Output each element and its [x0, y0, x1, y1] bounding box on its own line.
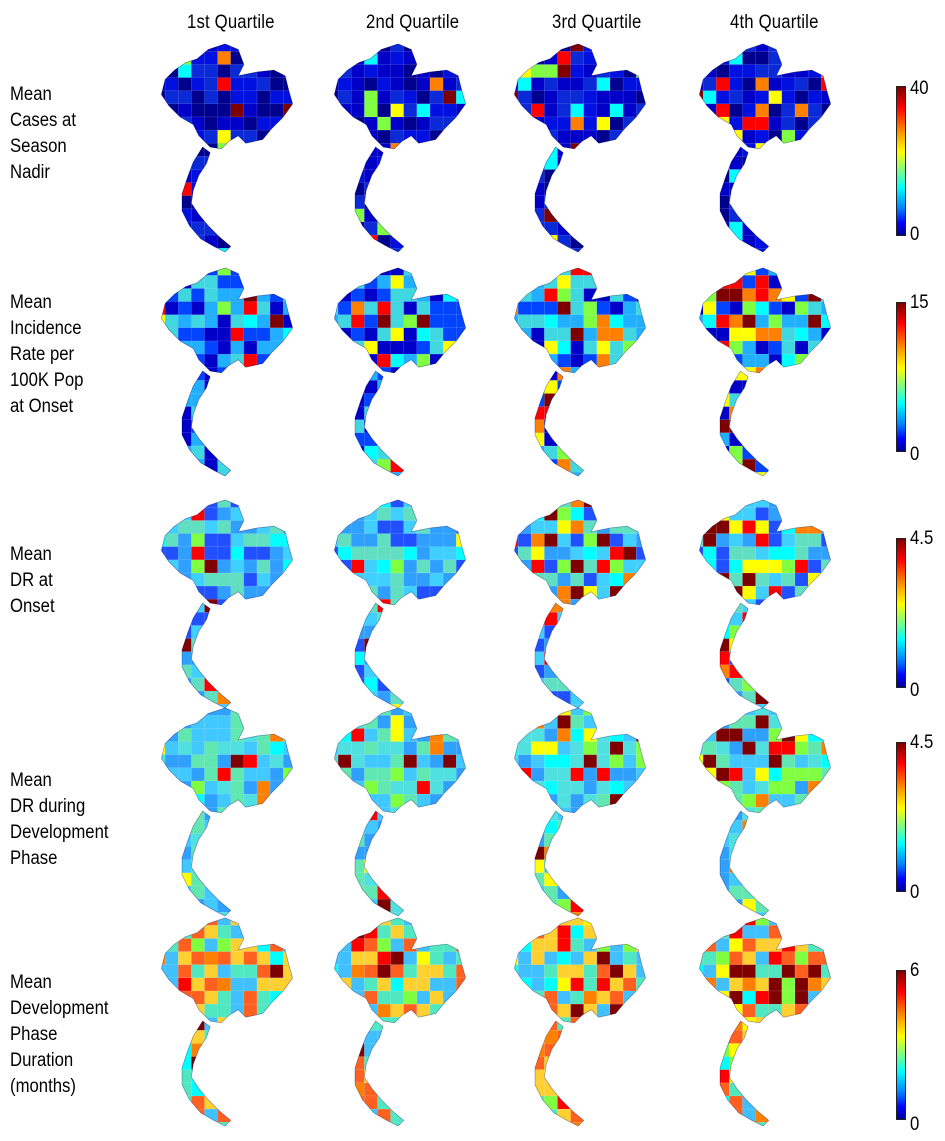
- map-row2-q3: [513, 267, 647, 477]
- map-row5-q2: [333, 917, 467, 1127]
- colorbar-max-label: 6: [910, 960, 920, 981]
- colorbar-max-label: 4.5: [910, 732, 934, 753]
- row-label-nadir-cases: Mean Cases at Season Nadir: [10, 84, 76, 183]
- map-row5-q4: [698, 917, 832, 1127]
- colorbar-max-label: 4.5: [910, 528, 934, 549]
- map-row3-q1: [160, 499, 294, 709]
- map-row2-q4: [698, 267, 832, 477]
- map-row4-q3: [513, 707, 647, 917]
- map-row4-q1: [160, 707, 294, 917]
- column-header-q2: 2nd Quartile: [366, 12, 460, 33]
- colorbar-max-label: 40: [910, 78, 929, 99]
- map-row3-q4: [698, 499, 832, 709]
- map-row1-q3: [513, 43, 647, 253]
- colorbar-nadir-cases: [896, 86, 906, 236]
- column-header-q3: 3rd Quartile: [552, 12, 642, 33]
- map-row4-q4: [698, 707, 832, 917]
- colorbar-max-label: 15: [910, 292, 929, 313]
- map-row5-q1: [160, 917, 294, 1127]
- map-row4-q2: [333, 707, 467, 917]
- colorbar-incidence-onset: [896, 302, 906, 452]
- colorbar-development-duration: [896, 970, 906, 1120]
- row-label-dr-onset: Mean DR at Onset: [10, 544, 55, 617]
- map-row1-q4: [698, 43, 832, 253]
- map-row1-q2: [333, 43, 467, 253]
- map-row5-q3: [513, 917, 647, 1127]
- colorbar-min-label: 0: [910, 444, 920, 465]
- row-label-development-duration: Mean Development Phase Duration (months): [10, 972, 109, 1097]
- row-label-dr-development: Mean DR during Development Phase: [10, 770, 109, 869]
- colorbar-min-label: 0: [910, 680, 920, 701]
- colorbar-dr-development: [896, 742, 906, 892]
- column-header-q1: 1st Quartile: [187, 12, 275, 33]
- map-row2-q2: [333, 267, 467, 477]
- colorbar-min-label: 0: [910, 882, 920, 903]
- column-header-q4: 4th Quartile: [730, 12, 819, 33]
- map-row3-q3: [513, 499, 647, 709]
- colorbar-dr-onset: [896, 538, 906, 688]
- colorbar-min-label: 0: [910, 224, 920, 245]
- row-label-incidence-onset: Mean Incidence Rate per 100K Pop at Onset: [10, 292, 84, 417]
- map-row3-q2: [333, 499, 467, 709]
- map-row1-q1: [160, 43, 294, 253]
- map-row2-q1: [160, 267, 294, 477]
- colorbar-min-label: 0: [910, 1114, 920, 1135]
